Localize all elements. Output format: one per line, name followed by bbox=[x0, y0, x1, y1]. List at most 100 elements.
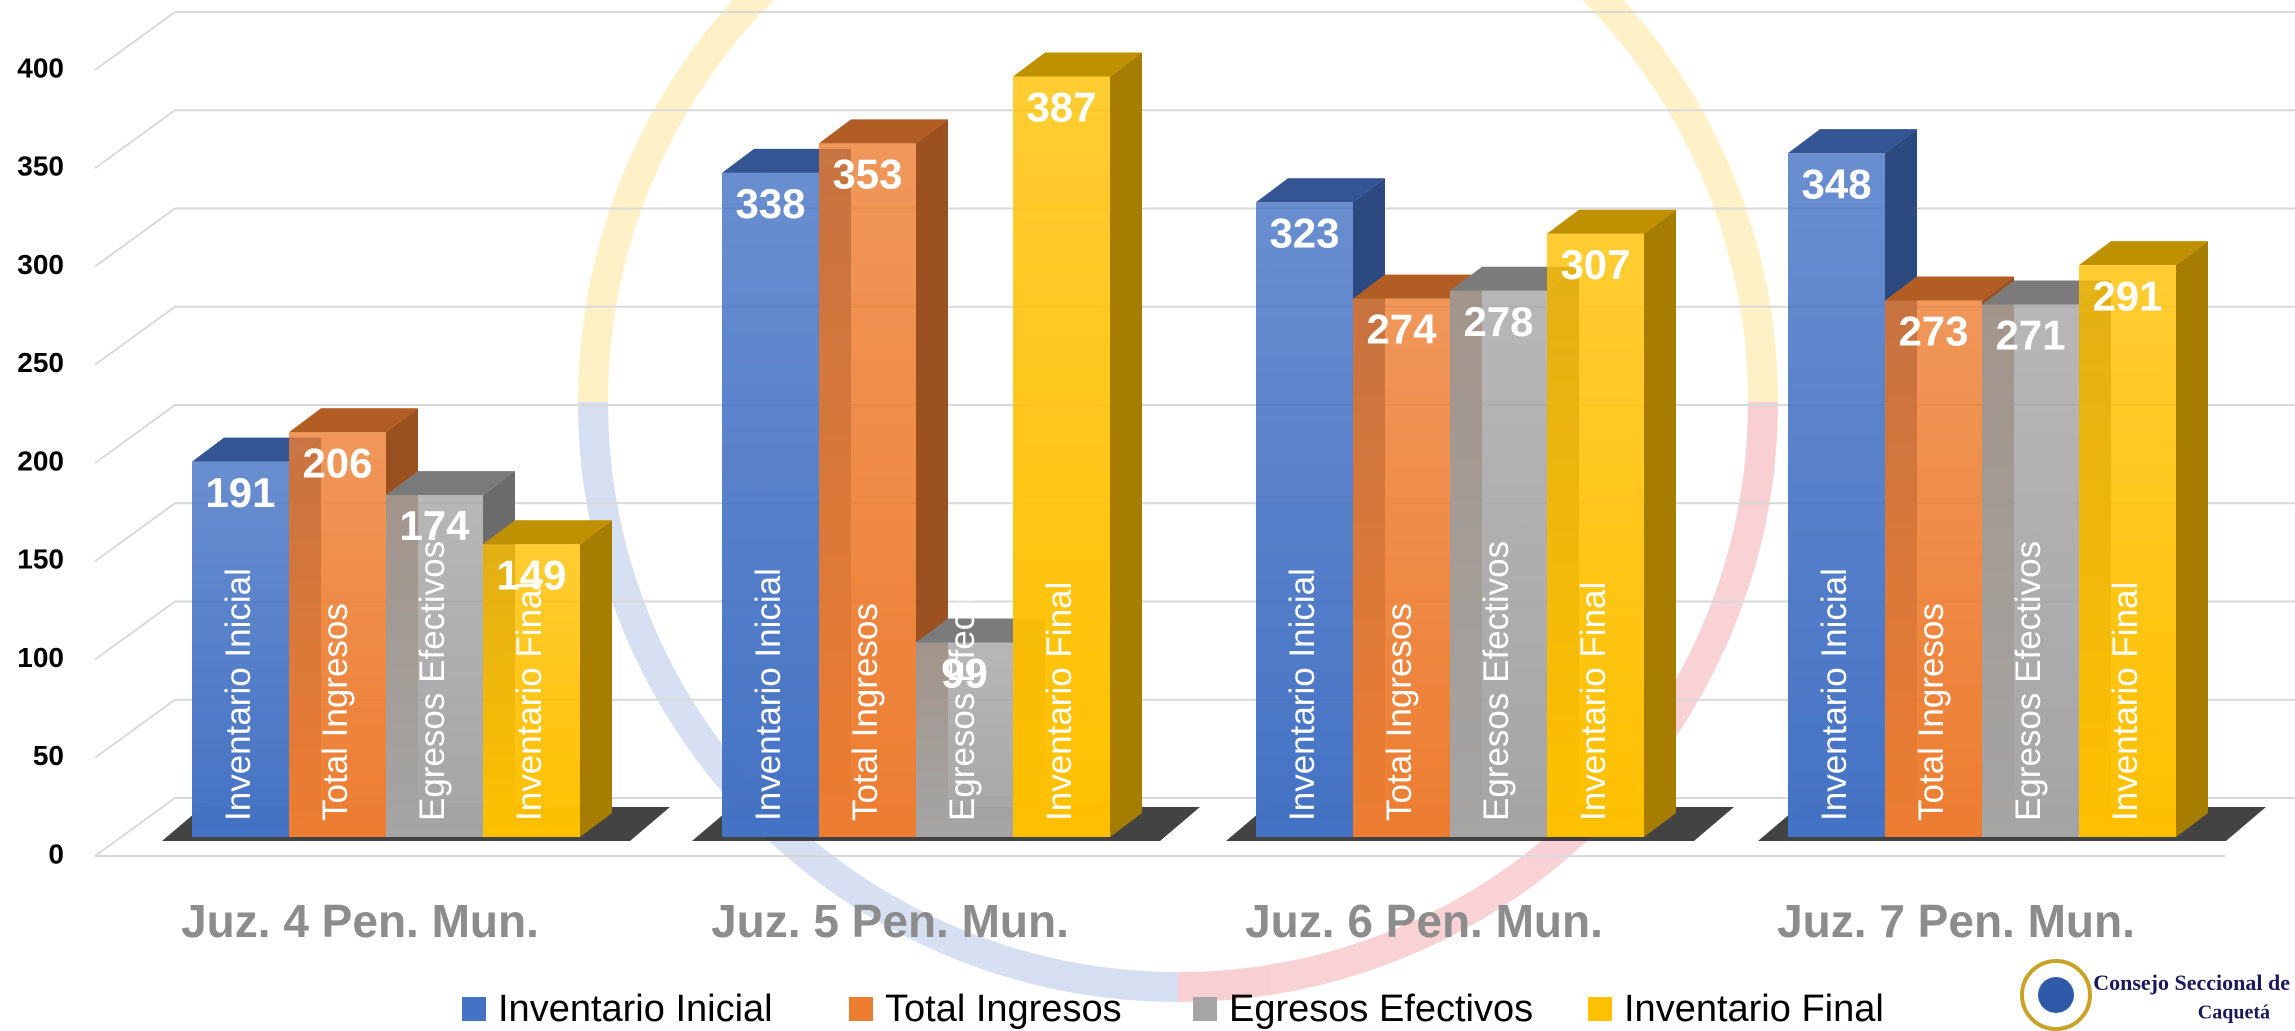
bar bbox=[1885, 300, 1982, 837]
bar bbox=[1547, 233, 1644, 837]
y-tick-label: 50 bbox=[33, 740, 64, 771]
bar-top bbox=[1450, 266, 1579, 291]
bar bbox=[916, 642, 1013, 837]
grid-line bbox=[94, 109, 2295, 170]
series-in-bar-label: Inventario Inicial bbox=[1283, 568, 1322, 821]
bar bbox=[483, 544, 580, 837]
bar-top-shade bbox=[192, 437, 321, 462]
y-tick-label: 0 bbox=[48, 838, 64, 869]
bar-top bbox=[819, 119, 948, 144]
bar bbox=[1982, 304, 2079, 837]
bar-side bbox=[1644, 209, 1676, 837]
y-tick-label: 200 bbox=[17, 445, 64, 476]
value-label: 323 bbox=[1269, 209, 1339, 256]
series-in-bar-label: Total Ingresos bbox=[1380, 603, 1419, 821]
value-label: 99 bbox=[941, 650, 988, 697]
legend-item: Inventario Final bbox=[1588, 988, 1884, 1030]
bar bbox=[1256, 202, 1353, 837]
value-label: 174 bbox=[399, 502, 470, 549]
legend-label: Egresos Efectivos bbox=[1229, 988, 1533, 1030]
logo-line2: Caquetá bbox=[2198, 1002, 2270, 1024]
series-in-bar-label: Total Ingresos bbox=[316, 603, 355, 821]
series-in-bar-label: Egresos Efectivos bbox=[1477, 541, 1516, 821]
value-label: 307 bbox=[1560, 241, 1630, 288]
y-tick-label: 300 bbox=[17, 249, 64, 280]
bar-top-shade bbox=[819, 119, 948, 144]
value-label: 273 bbox=[1898, 308, 1968, 355]
legend-item: Inventario Inicial bbox=[462, 988, 773, 1030]
series-in-bar-label: Inventario Final bbox=[2106, 582, 2145, 821]
series-in-bar-label: Inventario Inicial bbox=[749, 568, 788, 821]
logo-line1: Consejo Seccional de bbox=[2093, 970, 2290, 995]
bar-side-shade bbox=[1110, 52, 1142, 838]
series-in-bar-label: Inventario Final bbox=[1574, 582, 1613, 821]
legend-label: Inventario Final bbox=[1624, 988, 1884, 1030]
bar bbox=[1450, 290, 1547, 838]
y-tick-label: 350 bbox=[17, 151, 64, 182]
grid-line bbox=[94, 207, 2295, 268]
bar-top-shade bbox=[289, 408, 418, 433]
bar bbox=[1013, 76, 1110, 838]
bar-top-shade bbox=[1353, 274, 1482, 299]
bar-side-shade bbox=[1644, 209, 1676, 837]
value-label: 206 bbox=[302, 439, 372, 486]
bar-group: Inventario Final 387 bbox=[1013, 52, 1142, 838]
value-label: 271 bbox=[1995, 312, 2065, 359]
bar-top-shade bbox=[722, 148, 851, 173]
legend-item: Total Ingresos bbox=[849, 988, 1122, 1030]
bar-group: Inventario Final 291 bbox=[2079, 241, 2208, 837]
bar-top bbox=[1353, 274, 1482, 299]
series-in-bar-label: Total Ingresos bbox=[1912, 603, 1951, 821]
bar-top bbox=[722, 148, 851, 173]
bar-top-shade bbox=[1547, 209, 1676, 234]
legend-swatch bbox=[1588, 997, 1612, 1021]
bar bbox=[819, 143, 916, 838]
bar-top bbox=[1013, 52, 1142, 77]
bar-top bbox=[1885, 276, 2014, 301]
bar-top bbox=[916, 618, 1045, 643]
value-label: 274 bbox=[1366, 306, 1437, 353]
bar-top bbox=[2079, 241, 2208, 266]
value-label: 353 bbox=[832, 150, 902, 197]
bar-top-shade bbox=[1788, 129, 1917, 154]
bar-side-shade bbox=[580, 520, 612, 837]
value-label: 348 bbox=[1801, 160, 1871, 207]
series-in-bar-label: Egresos Efectivos bbox=[2009, 541, 2048, 821]
bar-side bbox=[2176, 241, 2208, 837]
bar-top bbox=[386, 471, 515, 496]
series-in-bar-label: Inventario Inicial bbox=[1815, 568, 1854, 821]
legend-swatch bbox=[849, 997, 873, 1021]
series-in-bar-label: Inventario Final bbox=[1040, 582, 1079, 821]
bar-top-shade bbox=[483, 520, 612, 545]
x-tick-label: Juz. 7 Pen. Mun. bbox=[1777, 895, 2135, 947]
bar bbox=[386, 495, 483, 837]
bar bbox=[2079, 265, 2176, 837]
bar-side-shade bbox=[2176, 241, 2208, 837]
value-label: 278 bbox=[1463, 298, 1533, 345]
grid-line bbox=[94, 11, 2295, 71]
logo: Consejo Seccional de Caquetá bbox=[2020, 959, 2290, 1031]
y-tick-label: 250 bbox=[17, 347, 64, 378]
series-in-bar-label: Total Ingresos bbox=[846, 603, 885, 821]
bar-top bbox=[1547, 209, 1676, 234]
bar bbox=[1353, 298, 1450, 838]
bar-top-shade bbox=[1013, 52, 1142, 77]
bar-top bbox=[1982, 280, 2111, 305]
value-label: 338 bbox=[735, 180, 805, 227]
legend-label: Total Ingresos bbox=[885, 988, 1122, 1030]
x-tick-label: Juz. 4 Pen. Mun. bbox=[181, 895, 539, 947]
y-tick-label: 150 bbox=[17, 544, 64, 575]
bar-top-shade bbox=[1885, 276, 2014, 301]
bar-top bbox=[1256, 178, 1385, 203]
value-label: 291 bbox=[2092, 272, 2162, 319]
bar-top-shade bbox=[916, 618, 1045, 643]
bar-side bbox=[1110, 52, 1142, 838]
x-tick-label: Juz. 5 Pen. Mun. bbox=[711, 895, 1069, 947]
bar bbox=[722, 172, 819, 837]
series-in-bar-label: Egresos Efectivos bbox=[943, 541, 982, 821]
value-label: 149 bbox=[496, 551, 566, 598]
bar-top bbox=[289, 408, 418, 433]
